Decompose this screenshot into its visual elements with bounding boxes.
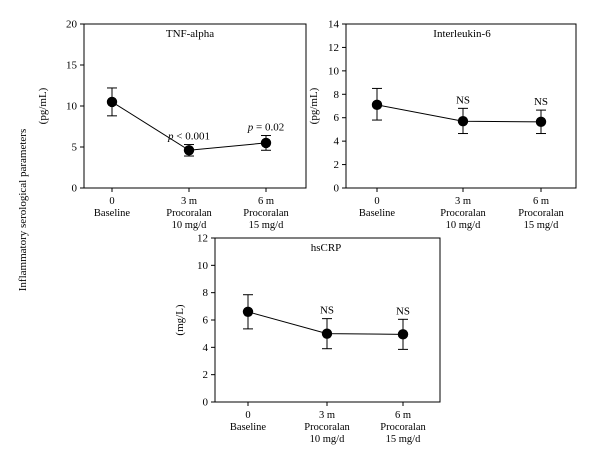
- chart-title: TNF-alpha: [166, 28, 214, 40]
- x-tick-label: 0 Baseline: [230, 410, 266, 433]
- x-tick-label: 3 m Procoralan 10 mg/d: [440, 196, 486, 231]
- y-tick-label: 10: [66, 101, 78, 113]
- plot-frame: [83, 23, 307, 189]
- chart-panel-2: hsCRP (mg/L) 0 2 4 6 8 10 12 0 Baseline 3 m Procoral…: [174, 233, 441, 445]
- chart-panel-1: Interleukin-6 (pg/mL) 0 2 4 6 8 10 12 14 0 Baseline…: [308, 19, 577, 231]
- x-tick-label: 0 Baseline: [359, 196, 395, 219]
- y-tick-label: 4: [203, 342, 209, 354]
- data-point: [242, 306, 254, 317]
- x-tick-label: 6 m Procoralan 15 mg/d: [380, 410, 426, 445]
- x-tick-label: 0 Baseline: [94, 196, 130, 219]
- x-tick-label: 6 m Procoralan 15 mg/d: [518, 196, 564, 231]
- data-point: [535, 116, 547, 128]
- x-tick-label: 3 m Procoralan 10 mg/d: [304, 410, 350, 445]
- y-tick-label: 4: [334, 136, 340, 148]
- y-tick-label: 2: [334, 159, 340, 171]
- y-tick-label: 0: [334, 183, 340, 195]
- data-point: [371, 99, 383, 111]
- annotation-label: NS: [396, 305, 410, 317]
- y-axis-label: (mg/L): [174, 304, 186, 335]
- y-tick-label: 10: [197, 260, 209, 272]
- series-line: [111, 101, 267, 151]
- chart-panel-0: TNF-alpha (pg/mL) 0 5 10 15 20 0 Baseline 3 m Proc…: [37, 19, 307, 231]
- y-tick-label: 12: [197, 233, 208, 245]
- y-tick-label: 2: [203, 369, 209, 381]
- y-tick-label: 6: [334, 112, 340, 124]
- annotation-label: NS: [320, 305, 334, 317]
- chart-title: Interleukin-6: [433, 28, 491, 40]
- y-tick-label: 10: [328, 65, 340, 77]
- y-axis-label: (pg/mL): [37, 87, 49, 124]
- data-point: [397, 329, 409, 340]
- y-tick-label: 0: [203, 397, 209, 409]
- y-axis-label: (pg/mL): [308, 87, 320, 124]
- data-point: [457, 116, 469, 127]
- data-point: [260, 137, 272, 149]
- y-tick-label: 15: [66, 60, 78, 72]
- annotation-label: p = 0.02: [247, 122, 284, 134]
- x-tick-label: 3 m Procoralan 10 mg/d: [166, 196, 212, 231]
- data-point: [183, 145, 195, 156]
- data-point: [106, 96, 118, 108]
- y-tick-label: 5: [72, 142, 78, 154]
- annotation-label: NS: [534, 96, 548, 108]
- chart-title: hsCRP: [311, 242, 342, 254]
- y-tick-label: 6: [203, 315, 209, 327]
- data-point: [321, 328, 333, 339]
- y-tick-label: 20: [66, 19, 78, 31]
- x-tick-label: 6 m Procoralan 15 mg/d: [243, 196, 289, 231]
- y-tick-label: 8: [334, 89, 340, 101]
- annotation-label: p < 0.001: [167, 131, 210, 143]
- y-tick-label: 0: [72, 183, 78, 195]
- plot-frame: [345, 23, 577, 189]
- annotation-label: NS: [456, 94, 470, 106]
- shared-y-axis-label: Inflammatory serological parameters: [17, 129, 29, 292]
- y-tick-label: 8: [203, 287, 209, 299]
- y-tick-label: 12: [328, 42, 339, 54]
- y-tick-label: 14: [328, 19, 340, 31]
